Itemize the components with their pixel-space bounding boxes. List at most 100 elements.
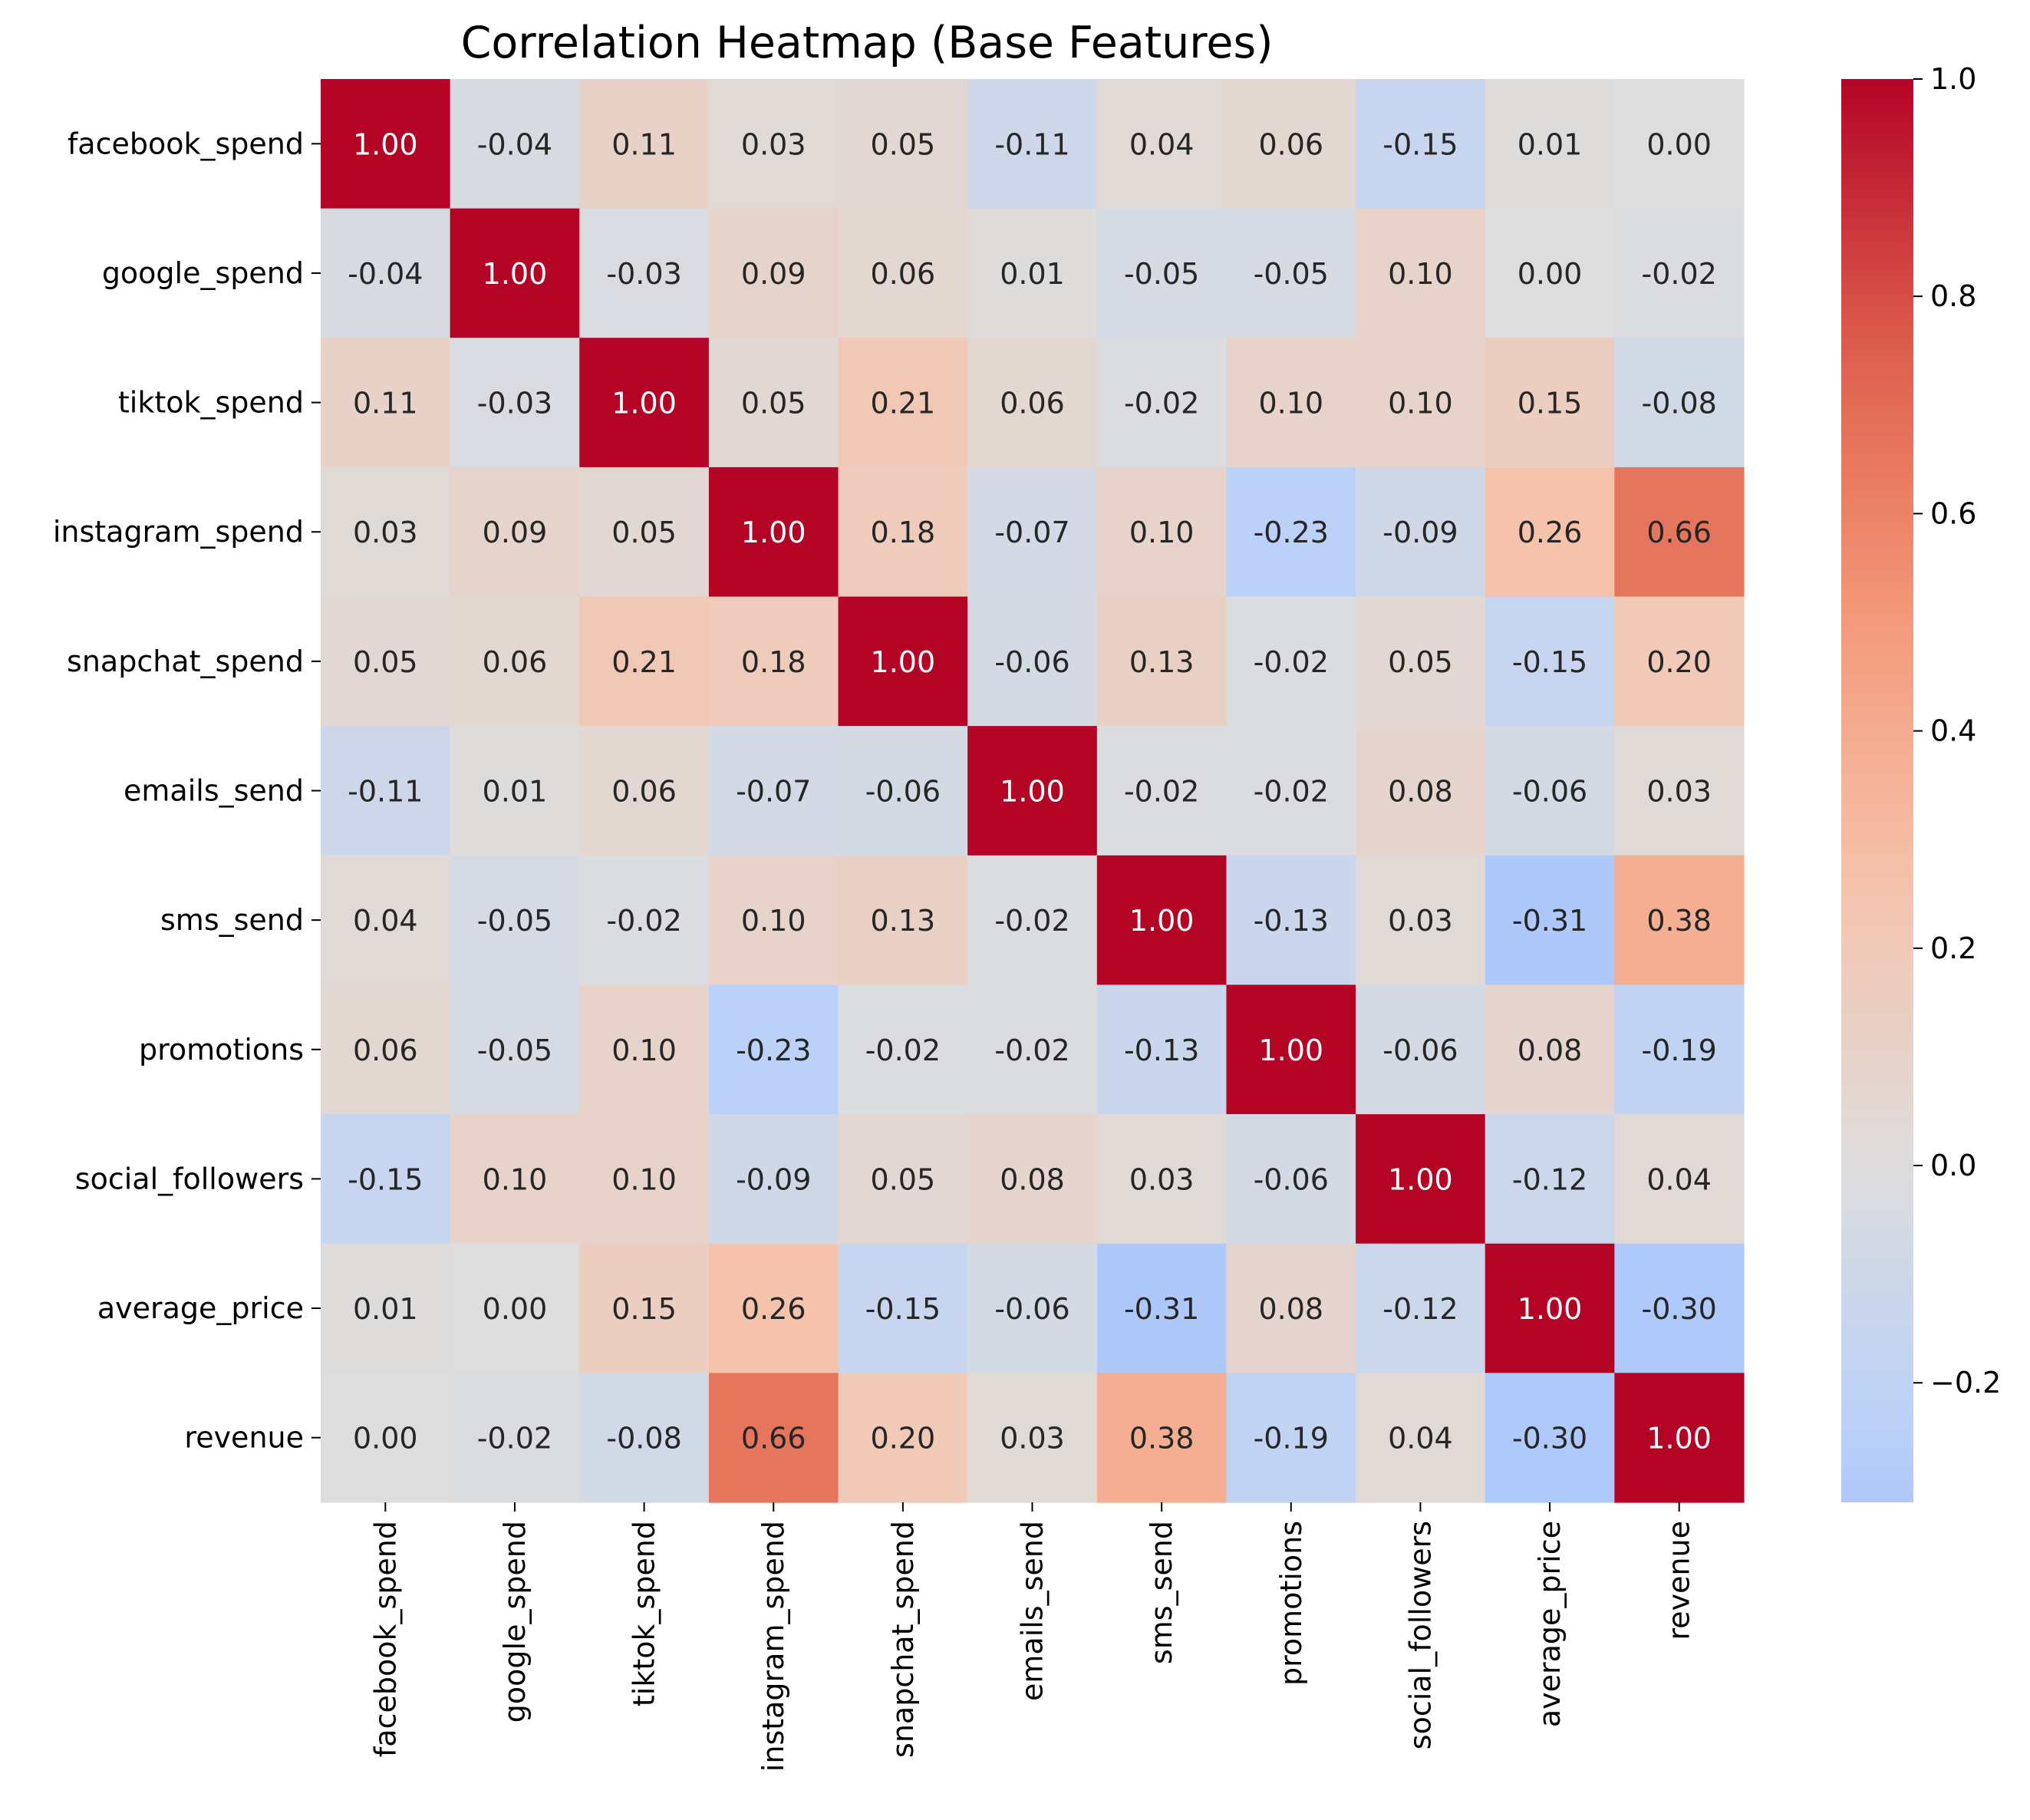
- heatmap-cell-social_followers-emails_send: [967, 1114, 1098, 1245]
- heatmap-cell-tiktok_spend-revenue: [1614, 338, 1745, 468]
- cell-value-label: 0.26: [741, 1292, 806, 1326]
- heatmap-cell-social_followers-sms_send: [1096, 1114, 1228, 1245]
- heatmap-cell-instagram_spend-emails_send: [967, 467, 1098, 598]
- y-tick-label-google_spend: google_spend: [102, 256, 304, 290]
- cell-value-label: -0.05: [1254, 257, 1329, 291]
- cell-value-label: 0.11: [611, 127, 677, 161]
- heatmap-cell-promotions-revenue: [1614, 984, 1745, 1115]
- heatmap-cell-revenue-promotions: [1226, 1373, 1356, 1503]
- y-tick-label-snapchat_spend: snapchat_spend: [67, 645, 304, 678]
- cell-value-label: -0.02: [1254, 645, 1329, 679]
- cell-value-label: -0.02: [1124, 775, 1199, 809]
- cell-value-label: 0.08: [1000, 1162, 1065, 1196]
- colorbar: 1.0 0.8 0.6 0.4 0.2 0.0 −0.2: [1841, 62, 2001, 1502]
- cell-value-label: -0.07: [736, 775, 811, 809]
- x-tick-label-average_price: average_price: [1533, 1521, 1567, 1727]
- cell-value-label: 0.00: [1646, 127, 1712, 161]
- heatmap-cell-revenue-social_followers: [1356, 1373, 1486, 1503]
- heatmap-cell-google_spend-social_followers: [1356, 208, 1486, 338]
- cell-value-label: 1.00: [483, 257, 548, 291]
- heatmap-cell-average_price-snapchat_spend: [838, 1243, 968, 1373]
- cell-value-label: 0.00: [1518, 257, 1583, 291]
- cell-value-label: 0.20: [871, 1422, 936, 1456]
- cell-value-label: -0.08: [1642, 387, 1717, 420]
- cell-value-label: -0.09: [736, 1162, 811, 1196]
- heatmap-cell-average_price-revenue: [1614, 1243, 1745, 1373]
- cell-value-label: -0.11: [994, 127, 1069, 161]
- cell-value-label: -0.13: [1124, 1034, 1199, 1067]
- colorbar-tick-label: 0.4: [1930, 714, 1976, 748]
- heatmap-cell-snapchat_spend-facebook_spend: [321, 596, 451, 727]
- heatmap-cell-emails_send-emails_send: [967, 726, 1098, 856]
- cell-value-label: 0.15: [611, 1292, 677, 1326]
- heatmap-cell-instagram_spend-revenue: [1614, 467, 1745, 598]
- cell-value-label: 0.09: [483, 516, 548, 549]
- heatmap-cell-snapchat_spend-instagram_spend: [708, 596, 839, 727]
- heatmap-cell-facebook_spend-google_spend: [450, 79, 580, 209]
- heatmap-cell-instagram_spend-snapchat_spend: [838, 467, 968, 598]
- cell-value-label: 0.18: [741, 645, 806, 679]
- heatmap-cell-average_price-google_spend: [450, 1243, 580, 1373]
- cell-value-label: -0.02: [1642, 257, 1717, 291]
- cell-value-label: -0.06: [865, 775, 941, 809]
- cell-value-label: 0.06: [1000, 387, 1065, 420]
- heatmap-cell-emails_send-revenue: [1614, 726, 1745, 856]
- y-tick-label-average_price: average_price: [97, 1291, 304, 1325]
- cell-value-label: -0.13: [1254, 904, 1329, 938]
- heatmap-cell-average_price-sms_send: [1096, 1243, 1228, 1373]
- heatmap-cell-facebook_spend-tiktok_spend: [579, 79, 710, 209]
- heatmap-cell-revenue-revenue: [1614, 1373, 1745, 1503]
- cell-value-label: 0.10: [1388, 387, 1453, 420]
- cell-value-label: 0.06: [483, 645, 548, 679]
- y-tick-label-social_followers: social_followers: [75, 1162, 304, 1195]
- cell-value-label: 0.06: [611, 775, 677, 809]
- cell-value-label: -0.19: [1642, 1034, 1717, 1067]
- heatmap-cell-facebook_spend-facebook_spend: [321, 79, 451, 209]
- heatmap-cell-revenue-facebook_spend: [321, 1373, 451, 1503]
- cell-value-label: 0.08: [1518, 1034, 1583, 1067]
- heatmap-cell-promotions-google_spend: [450, 984, 580, 1115]
- cell-value-label: 0.08: [1388, 775, 1453, 809]
- cell-value-label: 0.10: [611, 1162, 677, 1196]
- cell-value-label: -0.06: [994, 1292, 1069, 1326]
- heatmap-cell-instagram_spend-instagram_spend: [708, 467, 839, 598]
- heatmap-cell-labels: 1.00 -0.04 0.11 0.03 0.05 -0.11 0.04 0.06 -0.15 0…: [348, 127, 1717, 1455]
- cell-value-label: 0.04: [353, 904, 418, 938]
- cell-value-label: -0.15: [1512, 645, 1587, 679]
- cell-value-label: -0.04: [348, 257, 423, 291]
- cell-value-label: -0.31: [1512, 904, 1587, 938]
- cell-value-label: 0.04: [1129, 127, 1195, 161]
- heatmap-cell-promotions-sms_send: [1096, 984, 1228, 1115]
- cell-value-label: -0.06: [1382, 1034, 1458, 1067]
- cell-value-label: -0.04: [477, 127, 552, 161]
- cell-value-label: 0.21: [871, 387, 936, 420]
- heatmap-cell-tiktok_spend-social_followers: [1356, 338, 1486, 468]
- y-tick-label-revenue: revenue: [184, 1421, 304, 1455]
- heatmap-cell-google_spend-promotions: [1226, 208, 1356, 338]
- cell-value-label: 0.01: [1000, 257, 1065, 291]
- cell-value-label: 0.10: [741, 904, 806, 938]
- cell-value-label: 0.04: [1388, 1422, 1453, 1456]
- cell-value-label: -0.06: [1512, 775, 1587, 809]
- cell-value-label: 0.01: [353, 1292, 418, 1326]
- heatmap-cell-emails_send-sms_send: [1096, 726, 1228, 856]
- cell-value-label: 0.10: [1388, 257, 1453, 291]
- heatmap-cell-social_followers-google_spend: [450, 1114, 580, 1245]
- cell-value-label: 1.00: [353, 127, 418, 161]
- cell-value-label: 0.10: [1129, 516, 1195, 549]
- x-tick-label-facebook_spend: facebook_spend: [368, 1521, 402, 1757]
- cell-value-label: 0.06: [353, 1034, 418, 1067]
- heatmap-cell-sms_send-emails_send: [967, 855, 1098, 986]
- colorbar-tick-label: 0.8: [1930, 279, 1976, 313]
- cell-value-label: -0.02: [477, 1422, 552, 1456]
- heatmap-cell-tiktok_spend-tiktok_spend: [579, 338, 710, 468]
- cell-value-label: 1.00: [611, 387, 677, 420]
- heatmap-cell-snapchat_spend-sms_send: [1096, 596, 1228, 727]
- cell-value-label: 0.66: [741, 1422, 806, 1456]
- y-tick-label-facebook_spend: facebook_spend: [68, 127, 304, 160]
- heatmap-cell-promotions-instagram_spend: [708, 984, 839, 1115]
- cell-value-label: 1.00: [1646, 1422, 1712, 1456]
- heatmap-cell-emails_send-google_spend: [450, 726, 580, 856]
- cell-value-label: 0.09: [741, 257, 806, 291]
- heatmap-cell-emails_send-promotions: [1226, 726, 1356, 856]
